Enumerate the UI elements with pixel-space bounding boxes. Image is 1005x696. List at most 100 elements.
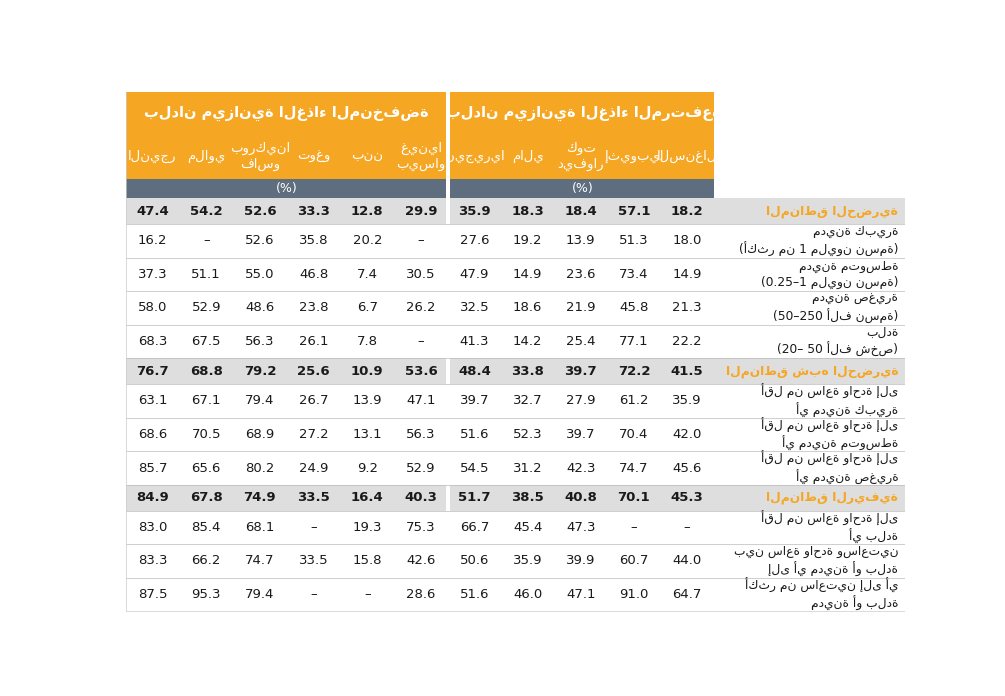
Bar <box>126 544 904 578</box>
Text: 39.7: 39.7 <box>566 428 596 441</box>
Text: 42.3: 42.3 <box>566 461 596 475</box>
Text: 63.1: 63.1 <box>138 395 167 407</box>
Text: 70.5: 70.5 <box>191 428 221 441</box>
Bar <box>450 135 714 179</box>
Text: 41.5: 41.5 <box>670 365 704 378</box>
Text: 18.0: 18.0 <box>672 235 701 247</box>
Bar <box>126 291 904 325</box>
Text: 46.8: 46.8 <box>298 268 329 281</box>
Text: 51.1: 51.1 <box>191 268 221 281</box>
Text: 7.4: 7.4 <box>357 268 378 281</box>
Bar <box>126 325 904 358</box>
Text: بنن: بنن <box>352 150 383 164</box>
Text: 47.9: 47.9 <box>459 268 489 281</box>
Bar <box>450 92 714 135</box>
Text: 72.2: 72.2 <box>618 365 650 378</box>
Bar <box>126 578 904 611</box>
Text: 39.7: 39.7 <box>459 395 489 407</box>
Text: 75.3: 75.3 <box>406 521 436 534</box>
Text: توغو: توغو <box>296 150 331 164</box>
Text: 76.7: 76.7 <box>136 365 169 378</box>
Text: 21.3: 21.3 <box>672 301 701 315</box>
Text: 51.6: 51.6 <box>459 588 489 601</box>
Text: 56.3: 56.3 <box>406 428 436 441</box>
Bar <box>126 418 904 451</box>
Text: 85.4: 85.4 <box>192 521 221 534</box>
Text: 44.0: 44.0 <box>672 555 701 567</box>
Text: 19.3: 19.3 <box>353 521 382 534</box>
Text: 48.4: 48.4 <box>458 365 490 378</box>
Text: بوركينا
فاسو: بوركينا فاسو <box>230 142 290 171</box>
Text: 14.9: 14.9 <box>513 268 543 281</box>
Text: 60.7: 60.7 <box>619 555 648 567</box>
Text: 9.2: 9.2 <box>357 461 378 475</box>
Text: 39.9: 39.9 <box>566 555 596 567</box>
Bar <box>445 224 450 258</box>
Text: 52.6: 52.6 <box>245 235 274 247</box>
Text: 12.8: 12.8 <box>351 205 384 218</box>
Text: 53.6: 53.6 <box>405 365 437 378</box>
Text: 16.2: 16.2 <box>138 235 167 247</box>
Text: 52.9: 52.9 <box>191 301 221 315</box>
Text: 25.4: 25.4 <box>566 335 596 348</box>
Text: 41.3: 41.3 <box>459 335 489 348</box>
Text: نيجيريا: نيجيريا <box>444 150 505 164</box>
Text: بلدان ميزانية الغذاء المرتفعة: بلدان ميزانية الغذاء المرتفعة <box>445 106 721 121</box>
Bar <box>126 384 904 418</box>
Text: 52.6: 52.6 <box>243 205 276 218</box>
Text: 42.0: 42.0 <box>672 428 701 441</box>
Text: 50.6: 50.6 <box>459 555 489 567</box>
Text: 26.7: 26.7 <box>298 395 329 407</box>
Text: 51.6: 51.6 <box>459 428 489 441</box>
Text: (%): (%) <box>572 182 594 195</box>
Bar <box>126 92 445 135</box>
Bar <box>445 418 450 451</box>
Text: 77.1: 77.1 <box>619 335 649 348</box>
Bar <box>445 358 450 384</box>
Text: 23.6: 23.6 <box>566 268 596 281</box>
Text: –: – <box>311 588 317 601</box>
Bar <box>445 451 450 485</box>
Text: أقل من ساعة واحدة إلى
أي بلدة: أقل من ساعة واحدة إلى أي بلدة <box>761 511 898 544</box>
Text: مدينة كبيرة
(أكثر من 1 مليون نسمة): مدينة كبيرة (أكثر من 1 مليون نسمة) <box>739 225 898 257</box>
Bar <box>450 179 714 198</box>
Text: 38.5: 38.5 <box>512 491 544 504</box>
Text: 51.3: 51.3 <box>619 235 649 247</box>
Text: (%): (%) <box>276 182 297 195</box>
Text: 68.8: 68.8 <box>190 365 223 378</box>
Text: –: – <box>630 521 637 534</box>
Text: 83.0: 83.0 <box>138 521 167 534</box>
Text: 27.9: 27.9 <box>566 395 596 407</box>
Text: 47.3: 47.3 <box>566 521 596 534</box>
Text: 51.7: 51.7 <box>458 491 490 504</box>
Text: 18.3: 18.3 <box>512 205 544 218</box>
Text: 45.4: 45.4 <box>513 521 543 534</box>
Text: 54.2: 54.2 <box>190 205 222 218</box>
Text: 56.3: 56.3 <box>245 335 274 348</box>
Bar <box>126 451 904 485</box>
Text: 6.7: 6.7 <box>357 301 378 315</box>
Text: أكثر من ساعتين إلى أي
مدينة أو بلدة: أكثر من ساعتين إلى أي مدينة أو بلدة <box>745 578 898 611</box>
Text: 30.5: 30.5 <box>406 268 436 281</box>
Text: 19.2: 19.2 <box>513 235 543 247</box>
Text: 13.9: 13.9 <box>566 235 596 247</box>
Text: 40.8: 40.8 <box>565 491 597 504</box>
Text: بلدة
(20– 50 ألف شخص): بلدة (20– 50 ألف شخص) <box>777 326 898 358</box>
Text: 39.7: 39.7 <box>565 365 597 378</box>
Bar <box>445 578 450 611</box>
Text: 27.6: 27.6 <box>459 235 489 247</box>
Bar <box>714 135 904 179</box>
Text: 52.3: 52.3 <box>513 428 543 441</box>
Text: 45.8: 45.8 <box>619 301 648 315</box>
Bar <box>126 179 445 198</box>
Text: 52.9: 52.9 <box>406 461 436 475</box>
Bar <box>126 198 904 224</box>
Text: 16.4: 16.4 <box>351 491 384 504</box>
Text: –: – <box>311 521 317 534</box>
Text: 33.8: 33.8 <box>512 365 544 378</box>
Text: السنغال: السنغال <box>657 150 718 164</box>
Text: 33.5: 33.5 <box>298 555 329 567</box>
Bar <box>714 92 904 135</box>
Text: أقل من ساعة واحدة إلى
أي مدينة كبيرة: أقل من ساعة واحدة إلى أي مدينة كبيرة <box>761 384 898 418</box>
Text: 32.7: 32.7 <box>513 395 543 407</box>
